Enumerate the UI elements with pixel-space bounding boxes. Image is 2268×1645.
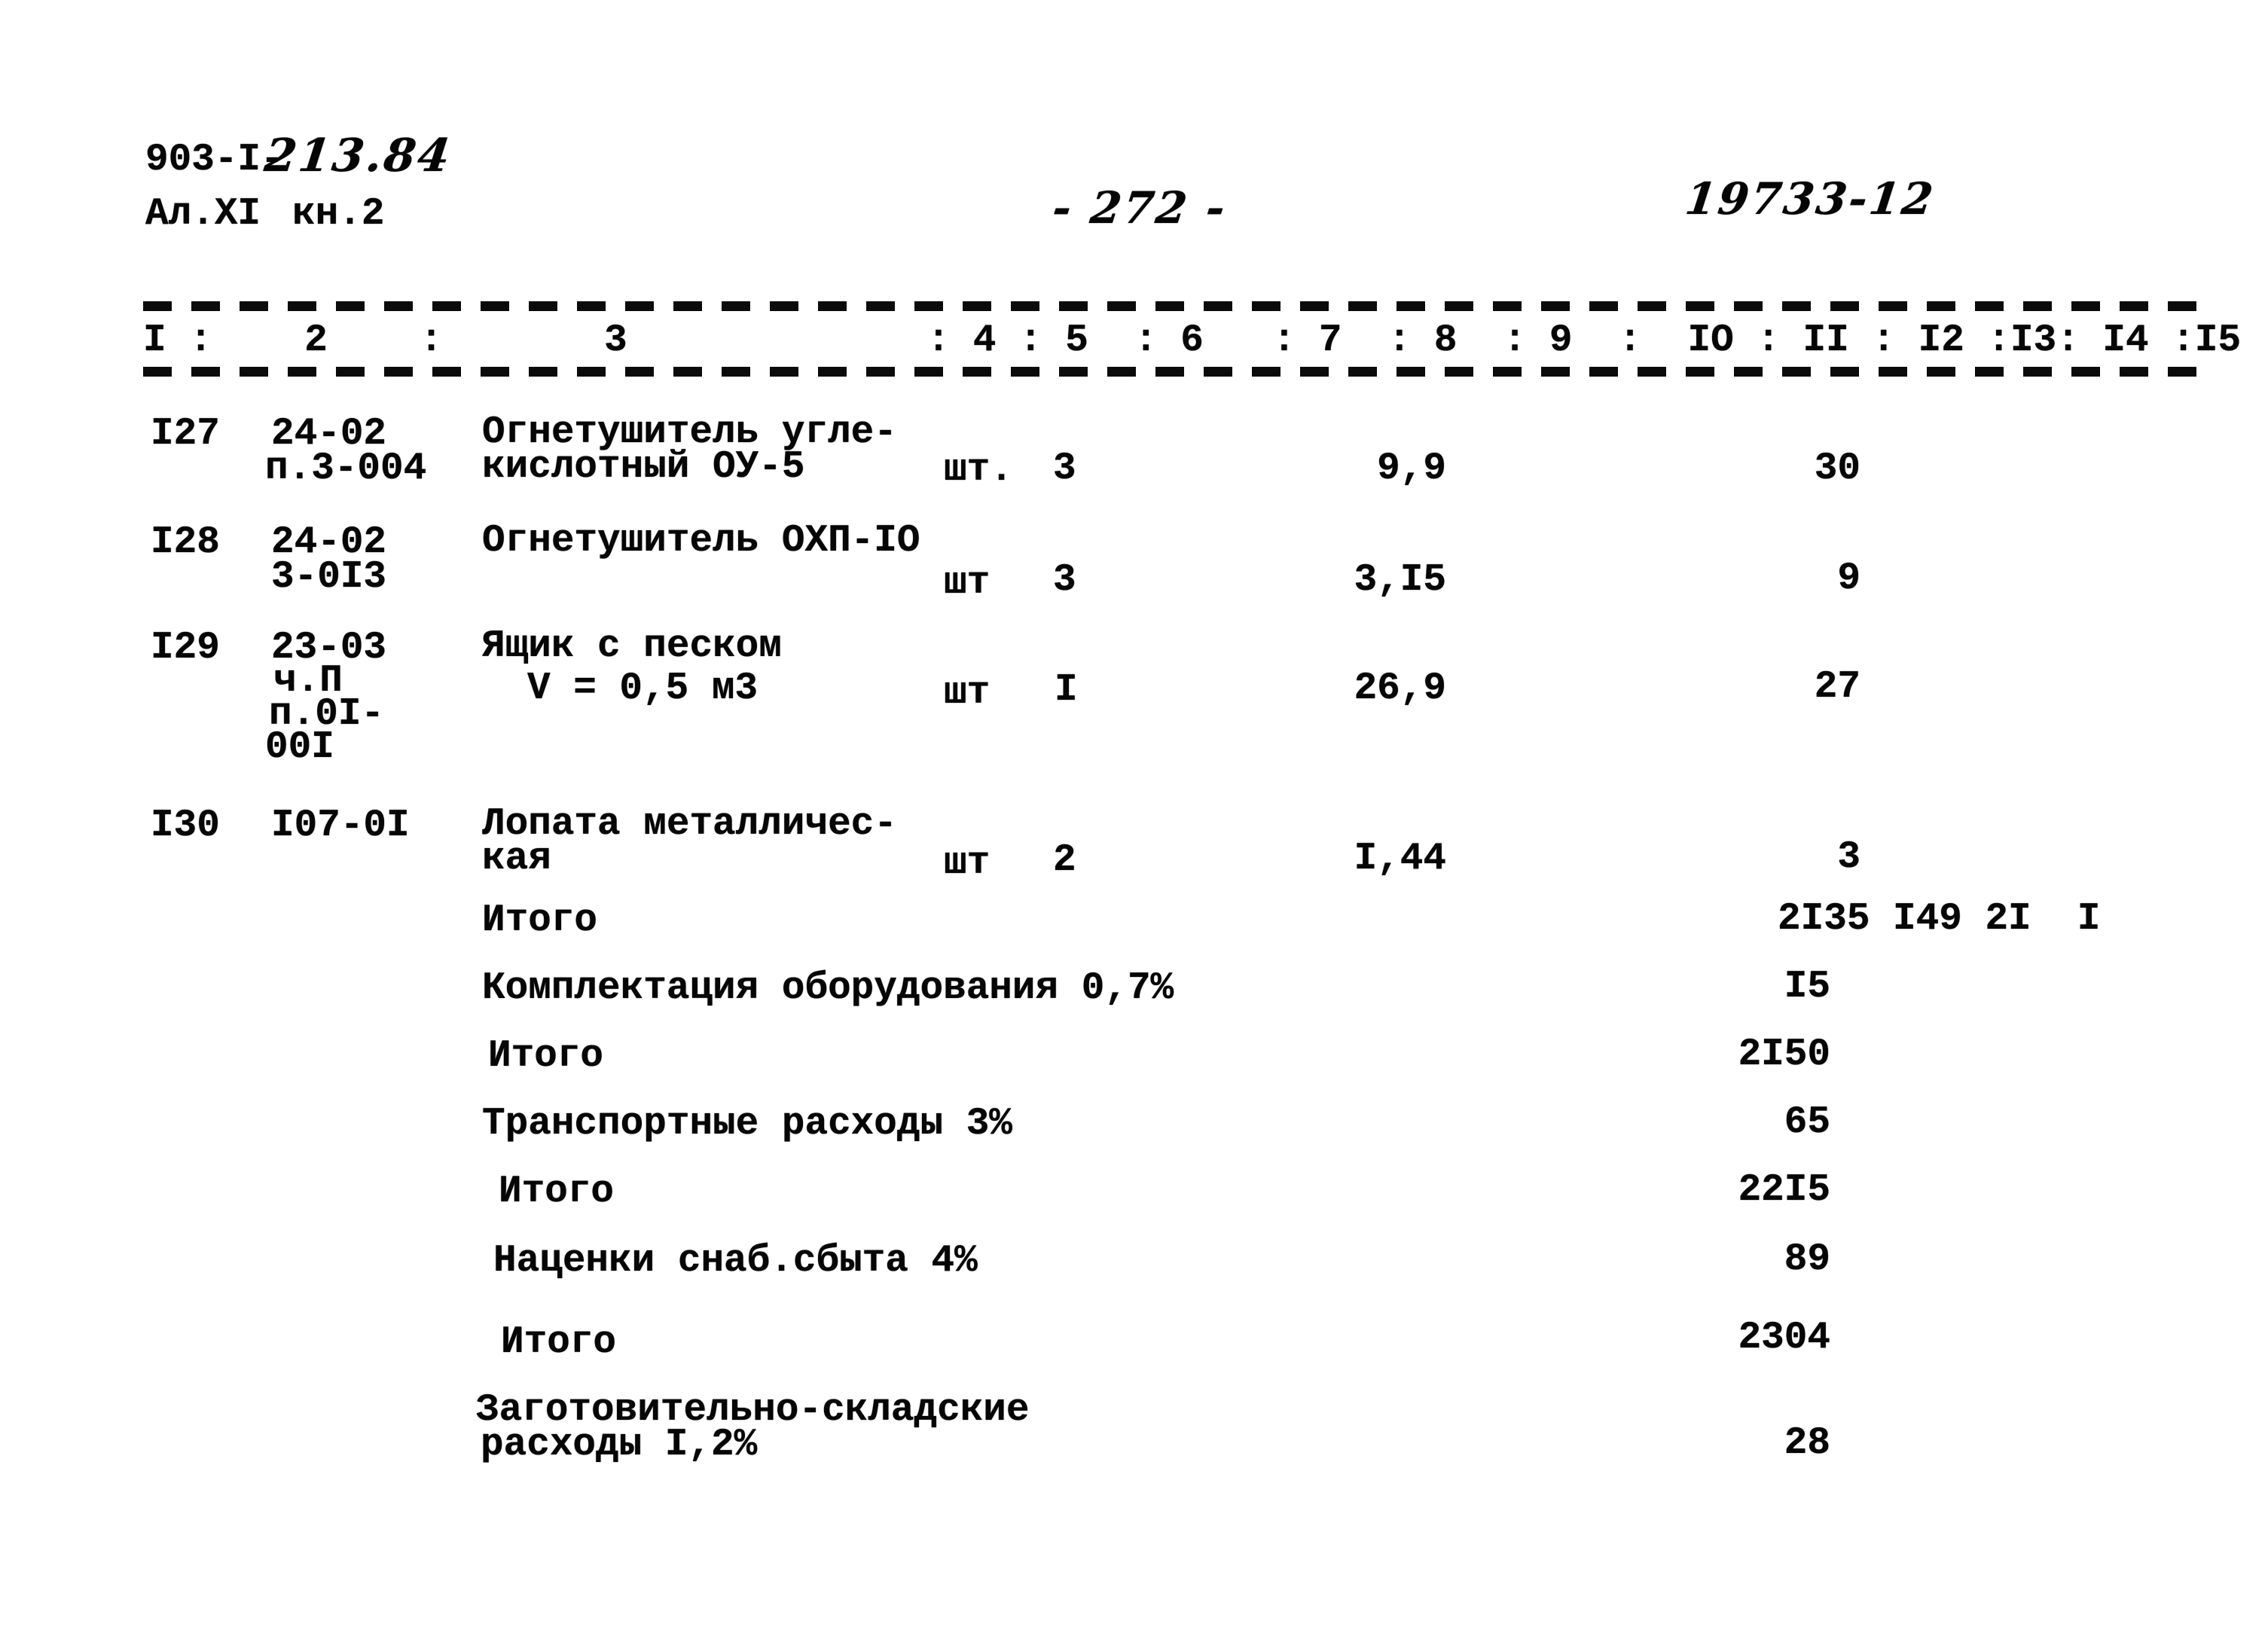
summary-value: 28 [1784,1422,1830,1465]
summary-value: 22I5 [1738,1169,1830,1212]
summary-value: 2304 [1738,1317,1830,1360]
price-cell: 9,9 [1377,447,1446,490]
item-name-line: кислотный ОУ-5 [482,446,805,489]
row-code-line: 24-02 [271,521,387,564]
total-cell: 3 [1837,836,1860,879]
summary-label: Итого [499,1170,615,1213]
summary-label: Итого [501,1321,617,1364]
summary-label: Итого [488,1035,604,1078]
row-code-line: 23-03 [271,627,387,670]
summary-value: 2I35 I49 2I I [1778,898,2101,941]
table-header-row: I : 2 : 3 : 4 : 5 : 6 : 7 : 8 : 9 : IO :… [143,319,2242,362]
summary-label: Итого [482,899,598,942]
summary-value: 89 [1784,1238,1830,1281]
qty-cell: I [1055,669,1078,712]
inventory-number-handwritten: 19733-12 [1682,173,1938,224]
summary-label: расходы I,2% [481,1424,758,1466]
item-name-line: Лопата металличес- [482,803,897,846]
qty-cell: 2 [1053,839,1076,882]
row-code-line: п.3-004 [265,447,427,490]
unit-cell: шт. [944,449,1013,492]
row-code-line: I07-0I [271,804,410,847]
unit-cell: шт [944,842,991,885]
row-code-line: 3-0I3 [271,556,387,599]
item-name-line: Огнетушитель ОХП-IО [482,520,920,563]
album-volume: Ал.XI [145,193,261,236]
summary-label: Заготовительно-складские [476,1389,1030,1432]
row-number: I30 [151,804,220,847]
dashed-rule-bottom [143,367,2207,377]
summary-label: Наценки снаб.сбыта 4% [493,1240,978,1283]
price-cell: I,44 [1354,838,1446,880]
summary-value: I5 [1784,966,1830,1009]
item-name-line: кая [482,838,551,880]
book-number: кн.2 [292,193,385,236]
qty-cell: 3 [1053,559,1076,602]
total-cell: 27 [1814,666,1860,709]
row-code-line: 00I [265,726,334,769]
doc-code: 903-I- [145,139,284,182]
summary-value: 2I50 [1738,1033,1830,1076]
total-cell: 9 [1837,557,1860,600]
item-name-line: Ящик с песком [482,625,782,668]
row-number: I28 [151,521,220,564]
price-cell: 3,I5 [1354,559,1446,602]
summary-label: Транспортные расходы 3% [482,1103,1012,1146]
row-code-line: 24-02 [271,413,387,456]
page-number-handwritten: - 272 - [1049,182,1230,233]
summary-label: Комплектация оборудования 0,7% [482,967,1174,1010]
unit-cell: шт [944,672,991,715]
row-code-line: п.0I- [269,693,385,736]
total-cell: 30 [1814,447,1860,490]
qty-cell: 3 [1053,447,1076,490]
row-number: I29 [151,627,220,670]
price-cell: 26,9 [1354,667,1446,710]
item-name-line: Огнетушитель угле- [482,411,897,454]
row-code-line: ч.П [273,660,343,703]
item-name-line: V = 0,5 м3 [527,667,759,710]
unit-cell: шт [944,562,991,605]
doc-code-handwritten: 213.84 [261,130,455,182]
row-number: I27 [151,413,220,456]
dashed-rule-top [143,301,2207,311]
summary-value: 65 [1784,1101,1830,1144]
